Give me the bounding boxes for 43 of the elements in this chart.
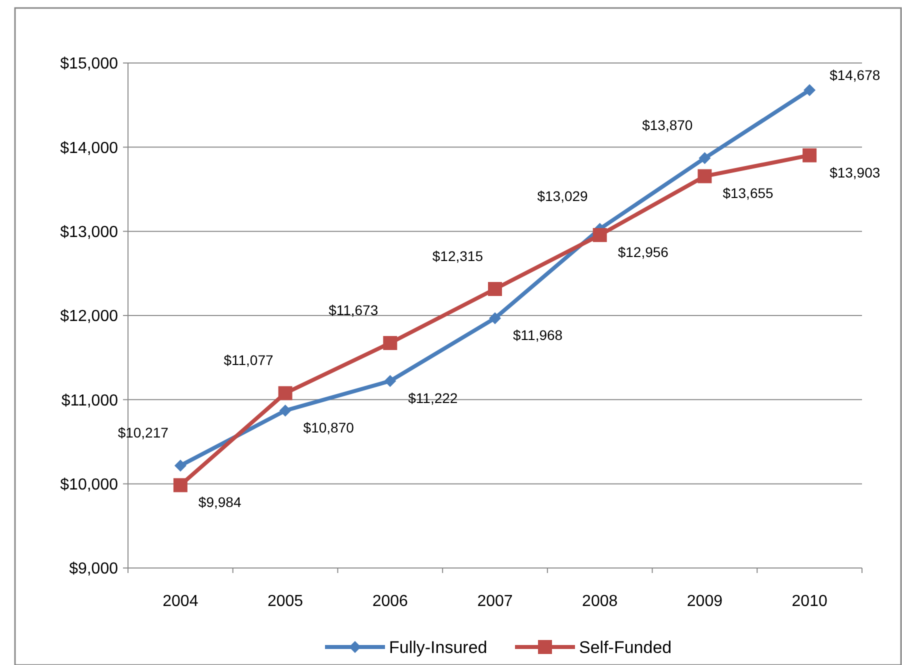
x-tick-label: 2009 xyxy=(686,593,723,610)
legend-label: Fully-Insured xyxy=(389,638,488,657)
y-tick-label: $11,000 xyxy=(61,392,118,410)
data-label: $11,222 xyxy=(408,390,458,406)
data-label: $13,903 xyxy=(830,164,880,180)
point xyxy=(279,404,292,417)
data-label: $13,655 xyxy=(722,185,774,202)
data-label: $14,678 xyxy=(830,67,880,84)
data-label: $12,956 xyxy=(618,244,669,260)
point xyxy=(173,478,188,492)
point xyxy=(489,312,501,324)
data-label: $13,029 xyxy=(537,188,588,204)
x-tick-label: 2010 xyxy=(792,593,828,610)
x-tick-label: 2007 xyxy=(477,593,513,610)
legend-label: Self-Funded xyxy=(579,638,672,657)
y-tick-label: $12,000 xyxy=(60,308,118,326)
point xyxy=(802,148,817,162)
data-label: $10,217 xyxy=(118,424,169,441)
point xyxy=(698,169,712,184)
point xyxy=(804,84,816,96)
data-label: $11,968 xyxy=(513,327,563,344)
x-tick-label: 2008 xyxy=(582,593,618,610)
y-tick-label: $9,000 xyxy=(69,560,118,578)
data-label: $13,870 xyxy=(642,117,693,134)
y-tick-label: $10,000 xyxy=(60,476,118,494)
x-tick-label: 2004 xyxy=(162,593,198,610)
point xyxy=(384,374,396,387)
y-tick-label: $15,000 xyxy=(60,56,118,73)
point xyxy=(174,460,186,472)
y-tick-label: $14,000 xyxy=(60,140,118,157)
data-label: $10,870 xyxy=(303,420,354,436)
point xyxy=(383,336,398,350)
x-tick-label: 2006 xyxy=(372,593,408,610)
point xyxy=(488,282,502,296)
point xyxy=(278,386,292,400)
data-label: $11,673 xyxy=(328,302,378,318)
data-label: $9,984 xyxy=(198,494,242,510)
point xyxy=(592,228,607,242)
point xyxy=(698,152,711,164)
data-label: $12,315 xyxy=(432,248,484,264)
y-tick-label: $13,000 xyxy=(60,224,118,241)
data-label: $11,077 xyxy=(224,352,274,368)
x-tick-label: 2005 xyxy=(267,593,304,610)
